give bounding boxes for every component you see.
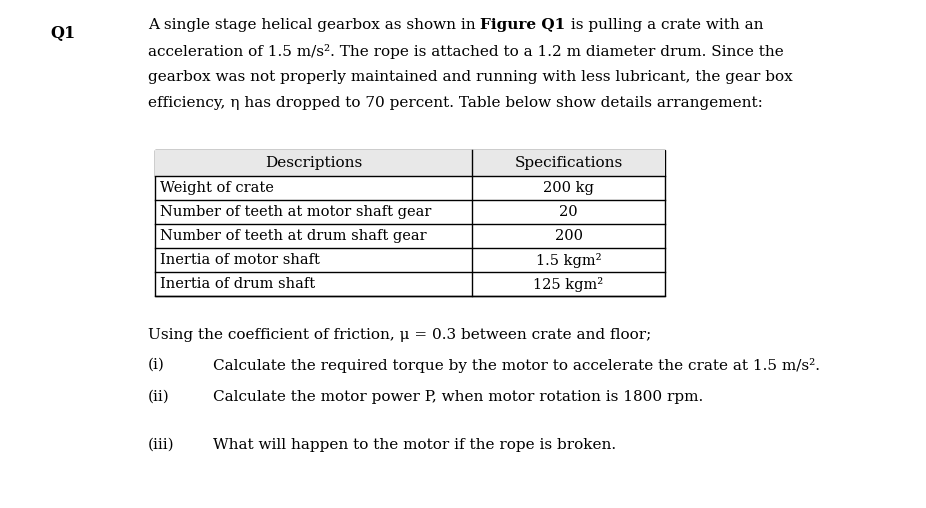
Text: Weight of crate: Weight of crate [160,181,274,195]
Text: Number of teeth at drum shaft gear: Number of teeth at drum shaft gear [160,229,427,243]
Text: Calculate the required torque by the motor to accelerate the crate at 1.5 m/s².: Calculate the required torque by the mot… [213,358,820,373]
Text: acceleration of 1.5 m/s². The rope is attached to a 1.2 m diameter drum. Since t: acceleration of 1.5 m/s². The rope is at… [148,44,783,59]
Text: Using the coefficient of friction, μ = 0.3 between crate and floor;: Using the coefficient of friction, μ = 0… [148,328,651,342]
Text: Number of teeth at motor shaft gear: Number of teeth at motor shaft gear [160,205,432,219]
Text: Q1: Q1 [50,25,75,42]
Text: (iii): (iii) [148,438,175,452]
Text: Calculate the motor power P, when motor rotation is 1800 rpm.: Calculate the motor power P, when motor … [213,390,703,404]
Text: Descriptions: Descriptions [265,156,362,170]
Text: A single stage helical gearbox as shown in: A single stage helical gearbox as shown … [148,18,481,32]
Text: efficiency, η has dropped to 70 percent. Table below show details arrangement:: efficiency, η has dropped to 70 percent.… [148,96,763,110]
Text: Inertia of drum shaft: Inertia of drum shaft [160,277,315,291]
Text: (ii): (ii) [148,390,169,404]
Text: 200: 200 [555,229,582,243]
Text: What will happen to the motor if the rope is broken.: What will happen to the motor if the rop… [213,438,616,452]
Text: gearbox was not properly maintained and running with less lubricant, the gear bo: gearbox was not properly maintained and … [148,70,793,84]
Bar [155,150,665,296]
Text: Inertia of motor shaft: Inertia of motor shaft [160,253,319,267]
Text: Specifications: Specifications [514,156,622,170]
Text: 125 kgm²: 125 kgm² [533,276,604,292]
Text: (i): (i) [148,358,165,372]
Text: is pulling a crate with an: is pulling a crate with an [566,18,763,32]
Text: 20: 20 [559,205,578,219]
Text: Figure Q1: Figure Q1 [481,18,566,32]
Text: 1.5 kgm²: 1.5 kgm² [536,252,601,268]
Bar [155,150,665,176]
Text: 200 kg: 200 kg [543,181,594,195]
